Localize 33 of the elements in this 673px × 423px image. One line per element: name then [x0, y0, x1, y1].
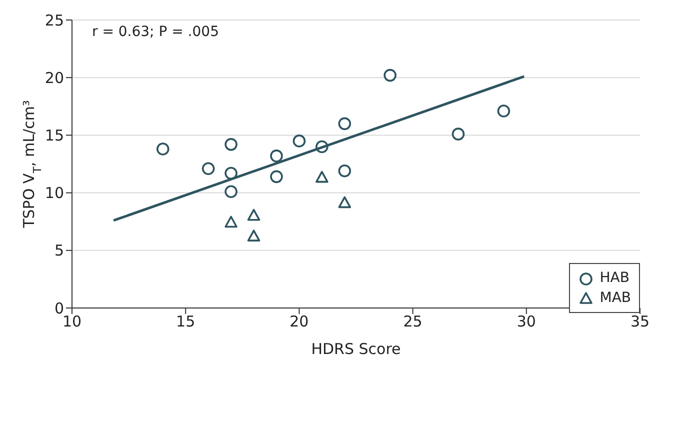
x-tick-label: 25 [403, 312, 422, 331]
point [384, 68, 396, 82]
y-tick-label: 10 [44, 184, 64, 202]
annotation: r = 0.63; P = .005 [92, 24, 219, 40]
point [156, 142, 170, 156]
legend-label: MAB [600, 289, 631, 308]
point [316, 170, 328, 183]
point [247, 230, 260, 242]
point [247, 208, 260, 221]
point [338, 164, 352, 178]
y-tick-label: 0 [54, 299, 64, 318]
x-axis-title: HDRS Score [311, 340, 401, 358]
point [270, 150, 283, 162]
point [292, 134, 306, 148]
point [338, 117, 352, 130]
point [202, 162, 215, 176]
x-tick-label: 20 [290, 312, 309, 331]
point [224, 185, 238, 198]
x-tick-label: 15 [176, 312, 196, 331]
point [224, 138, 238, 151]
legend-label: HAB [600, 269, 630, 288]
point [452, 128, 465, 140]
x-tick-label: 35 [630, 312, 650, 331]
y-tick-label: 15 [44, 126, 64, 145]
point [224, 166, 238, 180]
y-tick-label: 20 [44, 68, 64, 87]
y-tick-label: 5 [54, 242, 64, 260]
point [497, 104, 510, 118]
point [224, 216, 238, 228]
x-tick-label: 30 [516, 312, 536, 331]
point [270, 170, 283, 184]
y-tick-label: 25 [44, 11, 64, 30]
point [338, 196, 352, 208]
